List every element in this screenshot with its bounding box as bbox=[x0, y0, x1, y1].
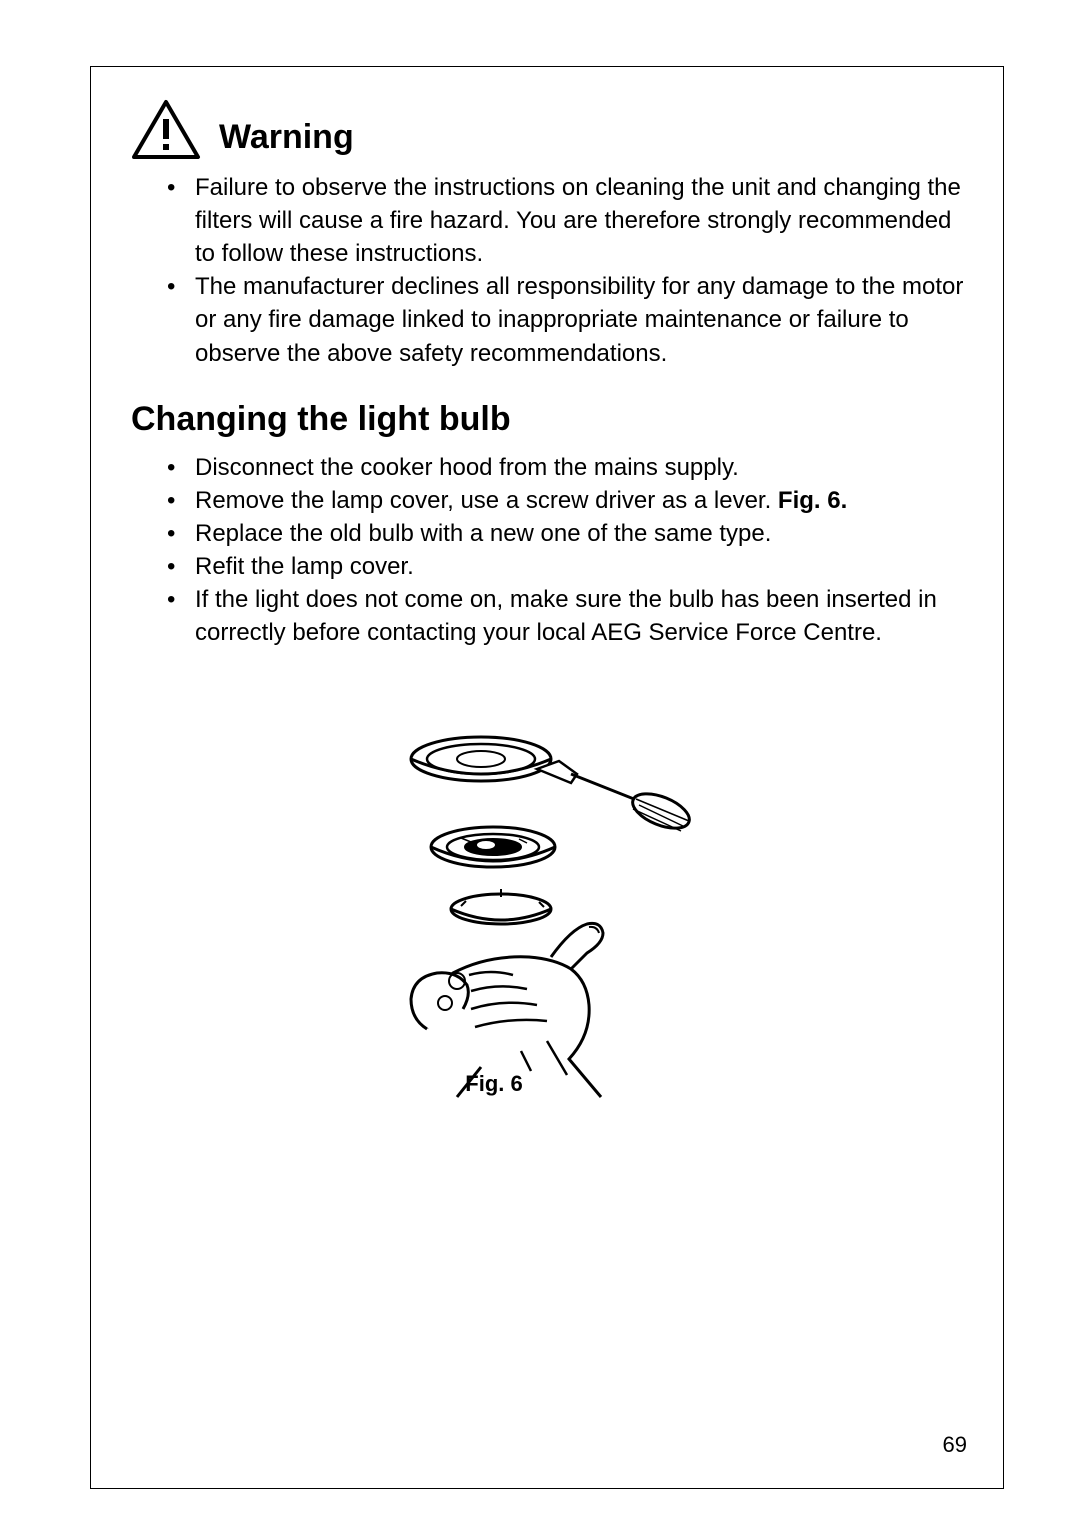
figure-caption: Fig. 6 bbox=[465, 1071, 522, 1097]
section-bullet-list: Disconnect the cooker hood from the main… bbox=[131, 451, 971, 650]
warning-triangle-icon bbox=[131, 99, 201, 161]
page-border: Warning Failure to observe the instructi… bbox=[90, 66, 1004, 1489]
warning-bullet: The manufacturer declines all responsibi… bbox=[131, 270, 971, 369]
bulb-assembly-icon bbox=[431, 827, 555, 867]
page-number: 69 bbox=[943, 1432, 967, 1458]
section-bullet: Refit the lamp cover. bbox=[131, 550, 971, 583]
section-bullet: Remove the lamp cover, use a screw drive… bbox=[131, 484, 971, 517]
warning-bullet: Failure to observe the instructions on c… bbox=[131, 171, 971, 270]
fig-ref: Fig. 6. bbox=[778, 487, 847, 514]
warning-bullet-list: Failure to observe the instructions on c… bbox=[131, 171, 971, 370]
section-bullet: Disconnect the cooker hood from the main… bbox=[131, 451, 971, 484]
figure-container: Fig. 6 bbox=[131, 719, 971, 1097]
section-bullet: Replace the old bulb with a new one of t… bbox=[131, 517, 971, 550]
lower-ring-icon bbox=[451, 889, 551, 924]
figure-6-illustration bbox=[371, 719, 731, 1099]
page: Warning Failure to observe the instructi… bbox=[0, 0, 1080, 1529]
section-title: Changing the light bulb bbox=[131, 400, 971, 439]
bullet-text: Remove the lamp cover, use a screw drive… bbox=[195, 487, 778, 514]
warning-header: Warning bbox=[131, 99, 971, 161]
screwdriver-icon bbox=[537, 761, 694, 835]
lamp-cover-top-icon bbox=[411, 737, 551, 781]
section-bullet: If the light does not come on, make sure… bbox=[131, 583, 971, 649]
warning-title: Warning bbox=[219, 118, 354, 161]
